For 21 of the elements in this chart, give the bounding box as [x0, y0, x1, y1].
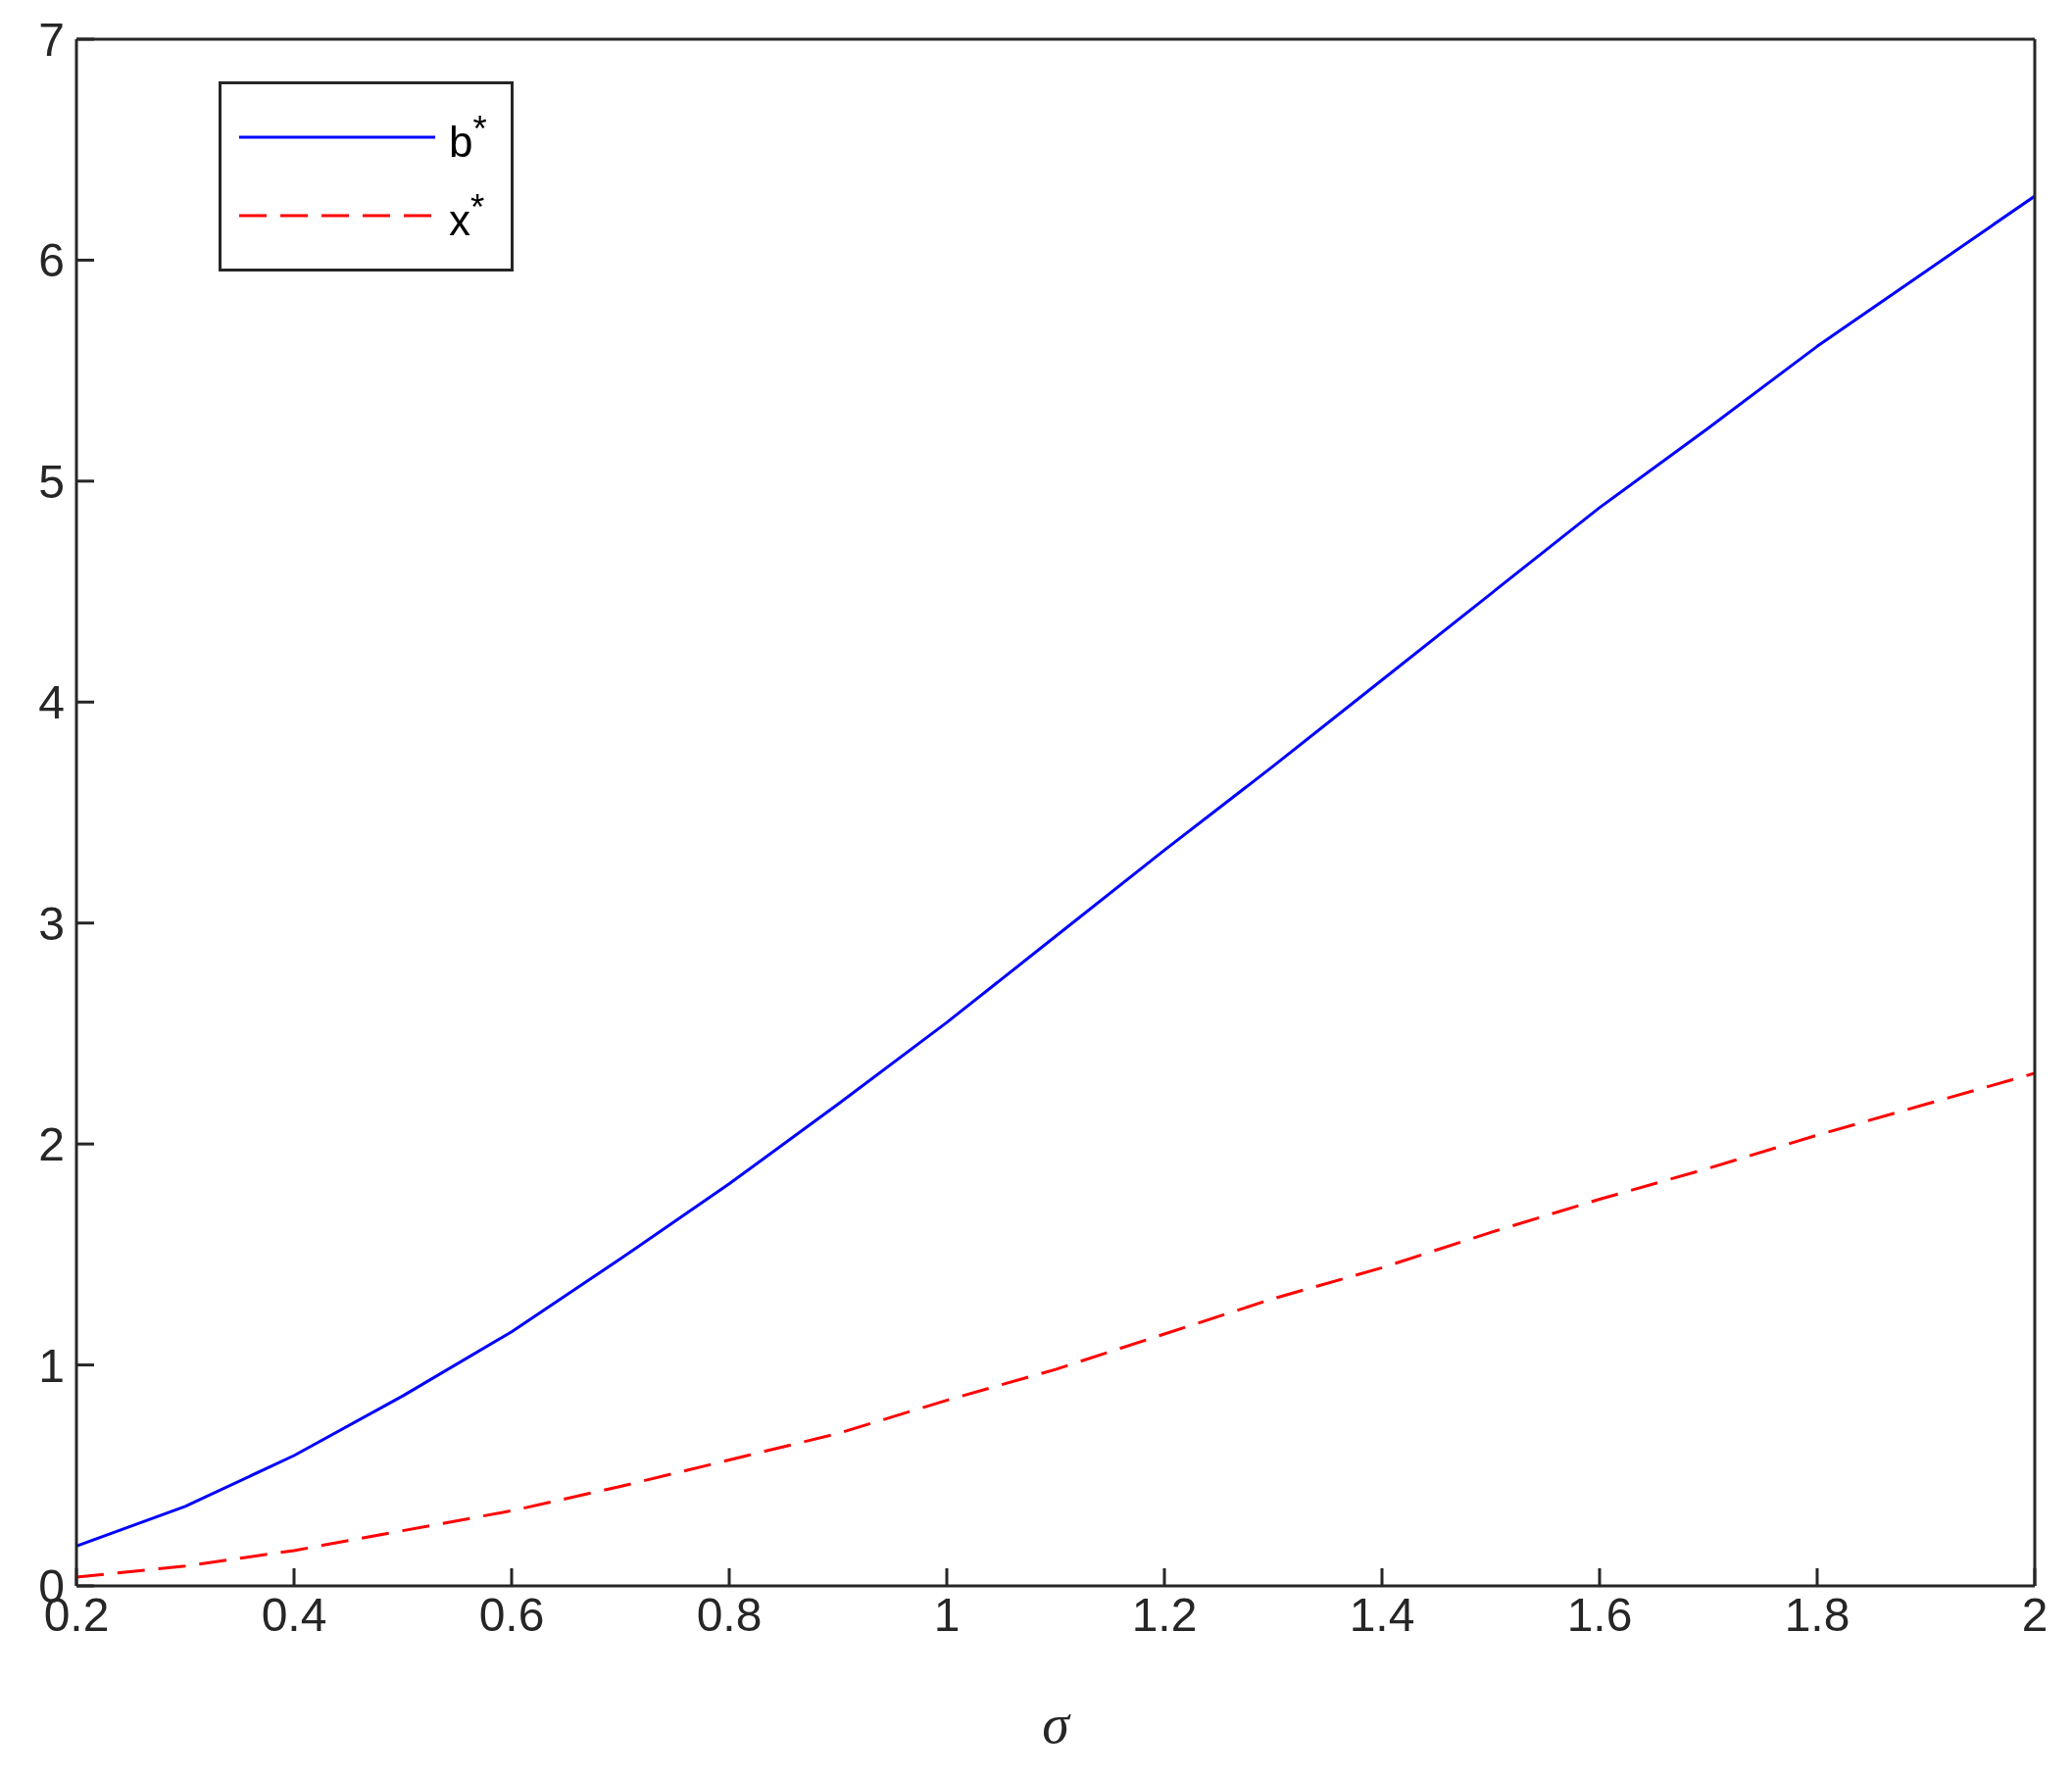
y-tick-label: 7	[38, 14, 65, 67]
legend-label: x$^{*}$	[449, 186, 485, 245]
line-series	[76, 194, 2035, 1548]
x-tick-label: 1.6	[1566, 1589, 1633, 1642]
x-tick-label: 1.4	[1349, 1589, 1415, 1642]
y-tick-label: 3	[38, 897, 65, 950]
y-tick-label: 2	[38, 1118, 65, 1171]
y-tick-label: 4	[38, 676, 65, 729]
legend-label: b$^{*}$	[449, 108, 487, 167]
x-tick-label: 1.8	[1784, 1589, 1850, 1642]
x-tick-label: 1.2	[1131, 1589, 1198, 1642]
x-axis-title: σ	[1042, 1694, 1072, 1754]
y-tick-label: 5	[38, 455, 65, 508]
line-series	[76, 1071, 2035, 1579]
y-tick-label: 1	[38, 1339, 65, 1392]
x-tick-label: 0.8	[696, 1589, 763, 1642]
y-tick-label: 6	[38, 234, 65, 287]
x-tick-label: 0.6	[478, 1589, 545, 1642]
x-tick-label: 2	[2021, 1589, 2048, 1642]
x-tick-label: 0.4	[261, 1589, 327, 1642]
x-tick-label: 1	[933, 1589, 961, 1642]
